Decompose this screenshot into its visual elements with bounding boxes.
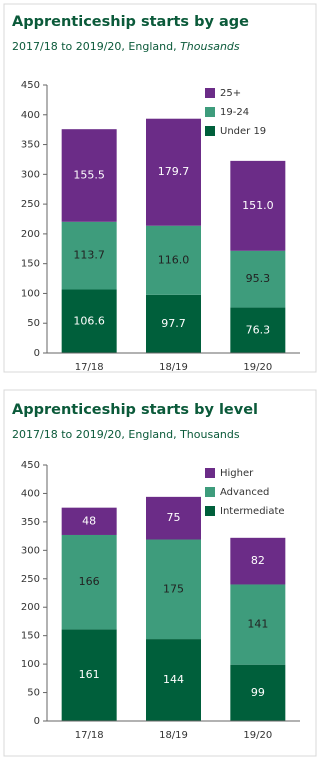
- value-label: 151.0: [242, 199, 274, 212]
- bar-segment: [230, 537, 286, 585]
- value-label: 75: [167, 511, 181, 524]
- bar-segment: [61, 221, 117, 290]
- legend-swatch: [205, 88, 215, 98]
- y-tick-label: 0: [34, 348, 40, 359]
- value-label: 95.3: [246, 272, 271, 285]
- legend-label: 19-24: [220, 107, 249, 118]
- bar-segment: [146, 496, 201, 540]
- value-label: 144: [163, 673, 184, 686]
- y-tick-label: 250: [21, 199, 40, 210]
- x-tick-label: 17/18: [75, 362, 104, 373]
- bar-segment: [146, 225, 201, 295]
- value-label: 48: [82, 514, 96, 527]
- x-tick-label: 19/20: [243, 730, 272, 741]
- bar-segment: [146, 639, 201, 721]
- value-label: 155.5: [73, 168, 105, 181]
- legend-label: 25+: [220, 88, 241, 99]
- y-tick-label: 150: [21, 631, 40, 642]
- bar-segment: [230, 250, 286, 308]
- bar-segment: [146, 539, 201, 640]
- value-label: 106.6: [73, 314, 105, 327]
- bar-segment: [61, 129, 117, 222]
- subtitle-text: 2017/18 to 2019/20, England, Thousands: [12, 428, 240, 441]
- value-label: 82: [251, 554, 265, 567]
- x-tick-label: 18/19: [159, 730, 188, 741]
- y-tick-label: 50: [27, 318, 40, 329]
- bar-segment: [61, 289, 117, 353]
- y-tick-label: 100: [21, 288, 40, 299]
- legend-swatch: [205, 506, 215, 516]
- bar-segment: [230, 664, 286, 721]
- value-label: 161: [79, 668, 100, 681]
- chart-title: Apprenticeship starts by age: [12, 14, 249, 30]
- y-tick-label: 250: [21, 574, 40, 585]
- legend-swatch: [205, 126, 215, 136]
- bar-segment: [61, 507, 117, 535]
- value-label: 97.7: [161, 317, 186, 330]
- subtitle-text: 2017/18 to 2019/20, England,: [12, 40, 177, 53]
- x-tick-label: 18/19: [159, 362, 188, 373]
- bar-segment: [146, 294, 201, 353]
- value-label: 166: [79, 575, 100, 588]
- bar-segment: [230, 307, 286, 353]
- value-label: 141: [247, 618, 268, 631]
- y-tick-label: 350: [21, 517, 40, 528]
- legend-label: Under 19: [220, 126, 266, 137]
- chart-subtitle: 2017/18 to 2019/20, England, Thousands: [12, 40, 240, 53]
- legend-label: Intermediate: [220, 506, 285, 517]
- legend-label: Advanced: [220, 487, 269, 498]
- value-label: 116.0: [158, 253, 190, 266]
- y-tick-label: 100: [21, 659, 40, 670]
- y-tick-label: 450: [21, 460, 40, 471]
- x-tick-label: 19/20: [243, 362, 272, 373]
- y-tick-label: 300: [21, 545, 40, 556]
- bar-segment: [61, 629, 117, 721]
- y-tick-label: 0: [34, 716, 40, 727]
- y-tick-label: 400: [21, 488, 40, 499]
- value-label: 113.7: [73, 249, 105, 262]
- y-tick-label: 150: [21, 259, 40, 270]
- y-tick-label: 450: [21, 80, 40, 91]
- y-tick-label: 50: [27, 688, 40, 699]
- bar-segment: [230, 584, 286, 665]
- y-tick-label: 350: [21, 140, 40, 151]
- bar-segment: [146, 118, 201, 226]
- y-tick-label: 300: [21, 169, 40, 180]
- bar-segment: [61, 534, 117, 630]
- x-tick-label: 17/18: [75, 730, 104, 741]
- legend-swatch: [205, 487, 215, 497]
- chart-subtitle: 2017/18 to 2019/20, England, Thousands: [12, 428, 240, 441]
- value-label: 99: [251, 686, 265, 699]
- y-tick-label: 200: [21, 602, 40, 613]
- subtitle-unit: Thousands: [180, 40, 240, 53]
- value-label: 76.3: [246, 323, 271, 336]
- legend-swatch: [205, 107, 215, 117]
- legend-label: Higher: [220, 468, 254, 479]
- legend-swatch: [205, 468, 215, 478]
- y-tick-label: 200: [21, 229, 40, 240]
- y-tick-label: 400: [21, 110, 40, 121]
- value-label: 175: [163, 582, 184, 595]
- bar-segment: [230, 160, 286, 251]
- chart-title: Apprenticeship starts by level: [12, 402, 258, 418]
- value-label: 179.7: [158, 165, 190, 178]
